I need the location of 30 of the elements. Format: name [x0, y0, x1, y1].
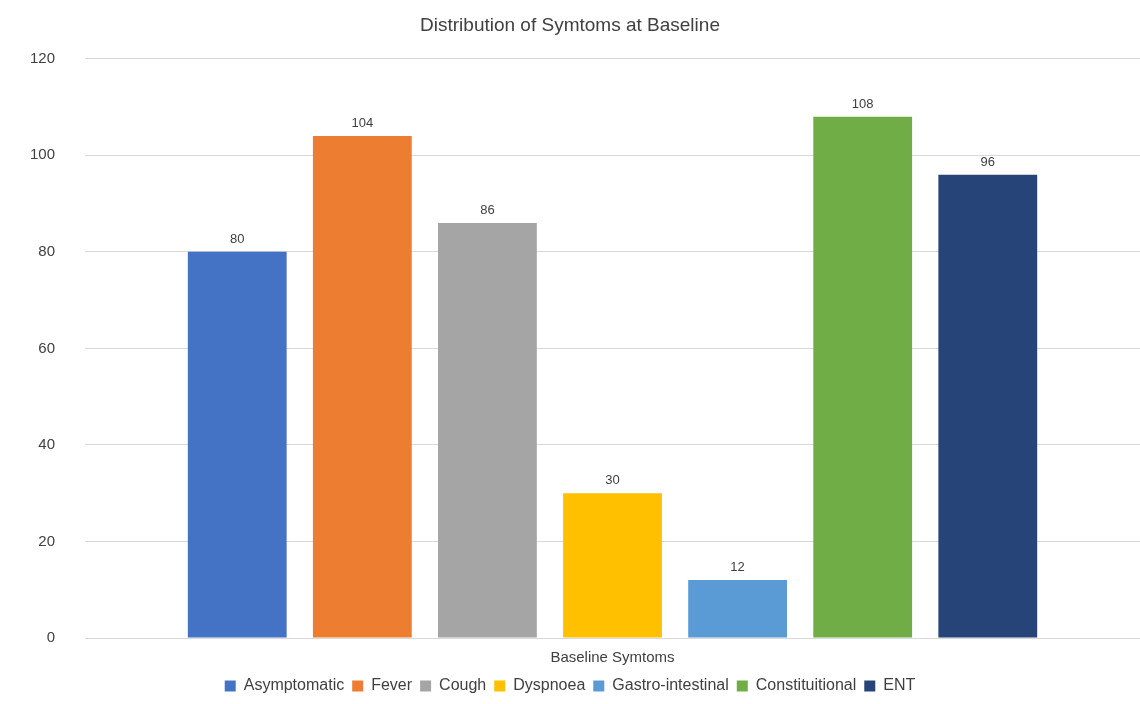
x-tick-label: Baseline Symtoms — [550, 648, 675, 666]
bar — [688, 580, 788, 638]
chart-title: Distribution of Symtoms at Baseline — [420, 13, 720, 35]
bar — [563, 493, 662, 638]
legend-label: Cough — [439, 676, 487, 694]
data-label: 104 — [351, 115, 374, 131]
legend-label: Fever — [371, 676, 413, 694]
y-tick-label: 20 — [38, 531, 56, 549]
data-label: 108 — [851, 95, 874, 111]
y-tick-label: 0 — [46, 628, 56, 646]
bar — [187, 251, 287, 638]
y-tick-label: 40 — [38, 435, 56, 453]
y-tick-label: 120 — [30, 48, 56, 66]
bar — [312, 136, 412, 638]
legend-label: Asymptomatic — [243, 676, 345, 694]
y-tick-label: 100 — [30, 145, 56, 163]
data-label: 12 — [730, 559, 745, 575]
legend-label: ENT — [883, 676, 916, 694]
y-tick-label: 80 — [38, 242, 56, 260]
data-label: 96 — [980, 153, 996, 169]
bar — [438, 222, 537, 638]
bar — [813, 116, 913, 638]
legend-label: Gastro-intestinal — [612, 676, 729, 694]
data-label: 86 — [480, 201, 495, 217]
legend-label: Dyspnoea — [513, 676, 586, 694]
legend-label: Constituitional — [755, 676, 857, 694]
data-label: 30 — [605, 472, 620, 488]
bar — [938, 174, 1038, 638]
y-tick-label: 60 — [38, 338, 56, 356]
data-label: 80 — [230, 230, 245, 246]
